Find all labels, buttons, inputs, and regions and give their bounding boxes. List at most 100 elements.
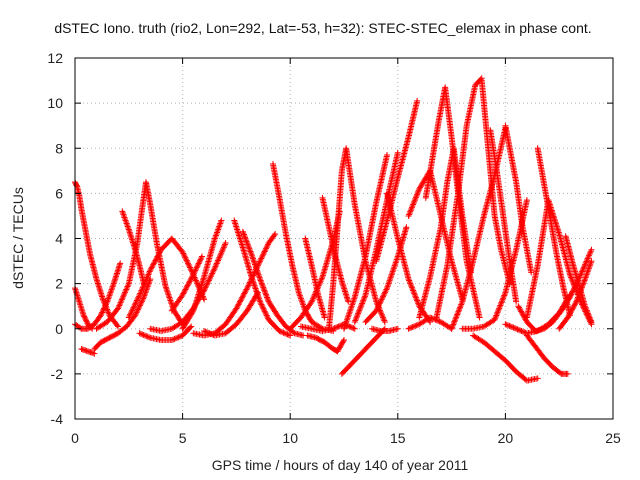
x-tick-label: 0 [71,430,79,446]
data-point-marker [391,262,398,269]
data-point-marker [335,345,342,352]
data-point-marker [272,230,279,237]
data-point-marker [143,333,150,340]
data-point-marker [259,304,266,311]
data-point-marker [254,267,261,274]
data-point-marker [335,347,342,354]
data-point-marker [174,334,181,341]
y-tick-label: -2 [51,366,64,382]
data-point-marker [255,271,262,278]
data-point-marker [162,282,169,289]
data-point-marker [190,273,197,280]
data-point-marker [309,297,316,304]
data-point-marker [196,259,203,266]
data-point-marker [236,300,243,307]
data-point-marker [262,290,269,297]
x-tick-label: 25 [605,430,621,446]
data-point-marker [247,248,254,255]
data-point-marker [168,337,175,344]
data-point-marker [239,294,246,301]
data-point-marker [256,297,263,304]
data-point-marker [136,291,143,298]
data-point-marker [237,297,244,304]
data-point-marker [271,232,278,239]
data-point-marker [123,285,130,292]
data-series-16 [287,208,343,332]
data-point-marker [80,312,87,319]
data-point-marker [252,284,259,291]
data-point-marker [127,311,134,318]
data-point-marker [155,252,162,259]
data-point-marker [349,301,356,308]
data-point-marker [194,281,201,288]
data-point-marker [386,279,393,286]
data-point-marker [248,252,255,259]
data-point-marker [194,280,201,287]
data-point-marker [249,254,256,261]
data-point-marker [390,267,397,274]
data-series-14 [239,228,307,339]
data-point-marker [102,301,109,308]
data-point-marker [250,279,257,286]
data-point-marker [115,305,122,312]
data-point-marker [242,287,249,294]
data-point-marker [389,270,396,277]
data-point-marker [258,278,265,285]
data-point-marker [141,332,148,339]
data-point-marker [152,257,159,264]
data-series-20 [325,145,388,332]
data-point-marker [134,296,141,303]
data-point-marker [97,312,104,319]
data-point-marker [146,270,153,277]
data-point-marker [99,308,106,315]
data-point-marker [254,268,261,275]
data-point-marker [184,260,191,267]
data-point-marker [136,303,143,310]
data-point-marker [129,306,136,313]
data-point-marker [77,324,84,331]
data-point-marker [265,297,272,304]
data-point-marker [139,331,146,338]
data-point-marker [191,274,198,281]
data-point-marker [261,287,268,294]
data-point-marker [193,264,200,271]
data-point-marker [136,302,143,309]
data-point-marker [145,334,152,341]
data-point-marker [124,283,131,290]
data-point-marker [534,375,541,382]
data-point-marker [287,332,294,339]
data-point-marker [115,323,122,330]
data-point-marker [98,310,105,317]
data-point-marker [150,261,157,268]
data-point-marker [170,336,177,343]
data-point-marker [253,264,260,271]
data-point-marker [257,277,264,284]
y-tick-label: 0 [55,321,63,337]
data-point-marker [250,257,257,264]
data-point-marker [350,298,357,305]
data-point-marker [350,297,357,304]
data-point-marker [155,250,162,257]
data-point-marker [117,260,124,267]
data-point-marker [309,295,316,302]
data-point-marker [102,302,109,309]
data-point-marker [144,272,151,279]
data-point-marker [138,298,145,305]
data-point-marker [149,263,156,270]
data-point-marker [146,268,153,275]
data-point-marker [393,258,400,265]
data-point-marker [186,278,193,285]
data-point-marker [192,277,199,284]
data-point-marker [116,302,123,309]
data-point-marker [141,280,148,287]
data-point-marker [99,296,106,303]
data-point-marker [134,308,141,315]
data-point-marker [305,313,312,320]
data-point-marker [131,301,138,308]
data-series [72,75,595,384]
data-point-marker [192,275,199,282]
data-point-marker [234,302,241,309]
data-point-marker [351,295,358,302]
data-point-marker [138,287,145,294]
data-point-marker [166,294,173,301]
